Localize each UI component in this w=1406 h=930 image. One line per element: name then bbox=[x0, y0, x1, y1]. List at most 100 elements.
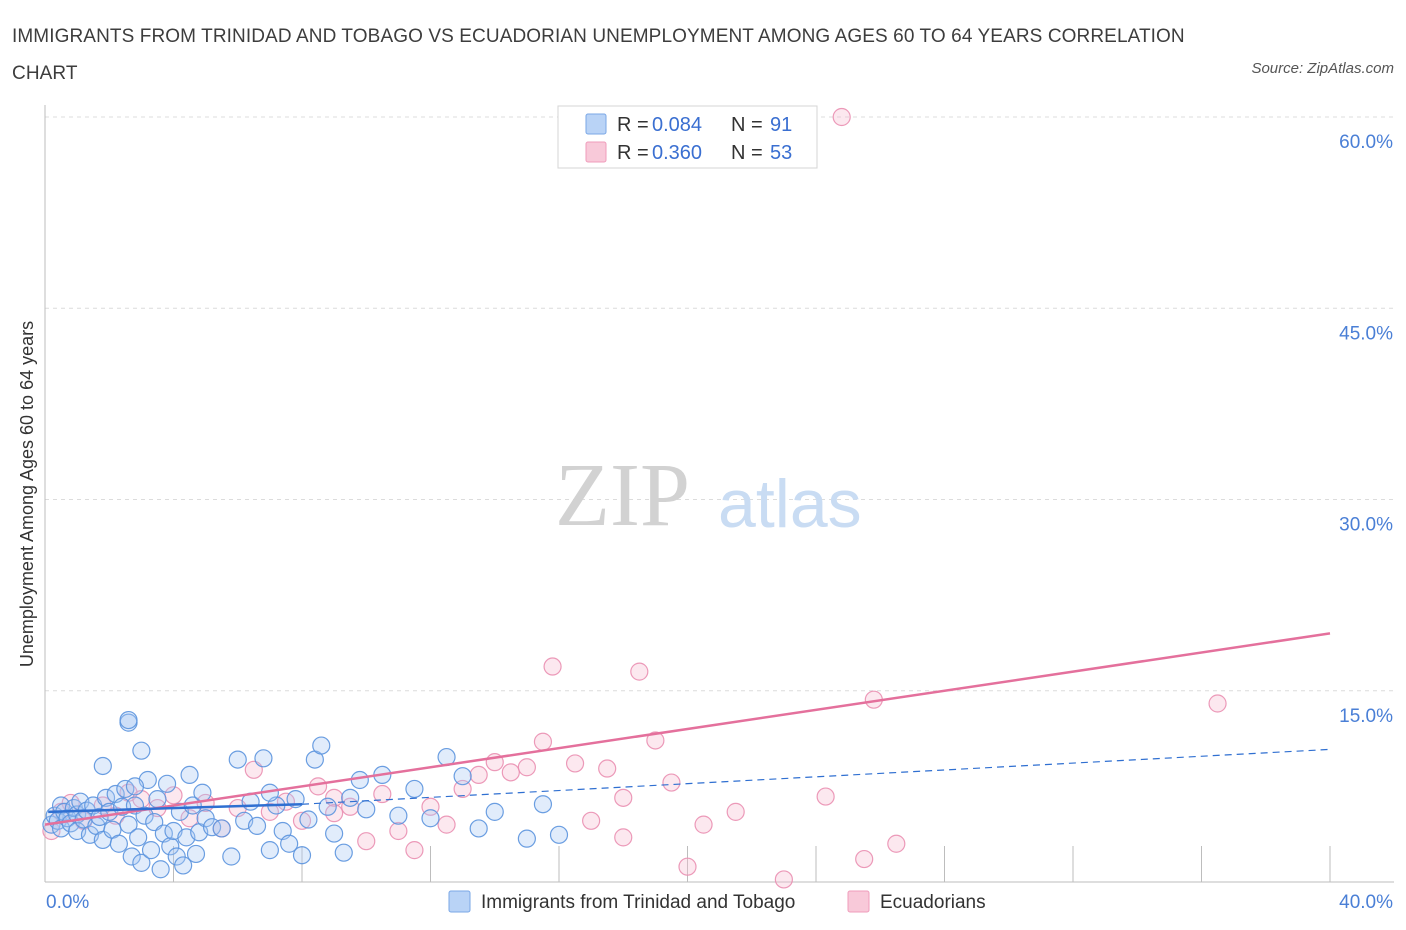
chart-source: Source: ZipAtlas.com bbox=[1251, 60, 1394, 77]
chart-title: IMMIGRANTS FROM TRINIDAD AND TOBAGO VS E… bbox=[12, 26, 1185, 84]
trinidad-point-38 bbox=[157, 774, 177, 793]
trinidad-point-47 bbox=[186, 844, 206, 864]
bottom-legend-label-blue: Immigrants from Trinidad and Tobago bbox=[481, 892, 795, 913]
trinidad-point-74 bbox=[325, 824, 344, 843]
trinidad-point-57 bbox=[212, 819, 231, 838]
trinidad-point-86 bbox=[485, 802, 504, 821]
legend-r-value-2: 0.360 bbox=[652, 142, 702, 164]
trinidad-point-26 bbox=[119, 815, 138, 834]
legend-r-label-1: R = bbox=[617, 114, 649, 136]
trinidad-point-35 bbox=[148, 790, 167, 809]
ecuadorians-point-39 bbox=[646, 731, 665, 750]
ecuadorians-point-28 bbox=[469, 765, 488, 785]
trinidad-points bbox=[42, 710, 569, 879]
trinidad-point-81 bbox=[405, 779, 424, 799]
trinidad-point-72 bbox=[312, 736, 331, 755]
legend-n-label-1: N = bbox=[731, 114, 763, 136]
trinidad-point-29 bbox=[129, 828, 148, 847]
trinidad-point-75 bbox=[334, 843, 353, 862]
trinidad-point-89 bbox=[549, 825, 569, 844]
trinidad-point-54 bbox=[193, 783, 212, 802]
ecuadorians-point-49 bbox=[832, 107, 851, 127]
trinidad-point-63 bbox=[254, 749, 273, 768]
trinidad-point-88 bbox=[533, 795, 553, 814]
trinidad-point-76 bbox=[341, 788, 360, 807]
trend-lines bbox=[44, 632, 1331, 826]
x-tick-labels: 0.0% 40.0% bbox=[46, 892, 1393, 913]
ecuadorians-point-33 bbox=[543, 657, 562, 676]
ecuadorians-point-38 bbox=[630, 662, 649, 681]
bottom-legend-swatch-blue bbox=[448, 890, 471, 913]
ecuadorians-point-31 bbox=[517, 758, 536, 777]
legend-r-label-2: R = bbox=[617, 142, 649, 164]
ecuadorians-trend-line bbox=[44, 632, 1331, 826]
trinidad-point-64 bbox=[260, 841, 279, 860]
y-axis-label: Unemployment Among Ages 60 to 64 years bbox=[17, 321, 37, 667]
grid-lines bbox=[45, 116, 1394, 692]
ecuadorians-point-36 bbox=[598, 759, 617, 778]
watermark-zip: ZIP bbox=[555, 446, 690, 545]
ecuadorians-point-41 bbox=[678, 857, 697, 876]
trinidad-point-30 bbox=[132, 853, 151, 872]
ecuadorians-point-24 bbox=[405, 841, 424, 860]
trinidad-point-41 bbox=[167, 847, 186, 866]
trinidad-point-36 bbox=[151, 860, 170, 879]
trinidad-point-23 bbox=[109, 834, 128, 853]
trinidad-point-56 bbox=[202, 818, 222, 837]
ecuadorians-point-34 bbox=[565, 754, 585, 773]
trinidad-point-69 bbox=[292, 846, 312, 865]
ecuadorians-point-22 bbox=[373, 784, 392, 804]
trinidad-point-43 bbox=[174, 856, 193, 875]
ecuadorians-point-30 bbox=[501, 763, 520, 782]
trinidad-point-51 bbox=[132, 741, 151, 760]
ecuadorians-point-35 bbox=[582, 811, 601, 830]
trinidad-point-27 bbox=[122, 847, 141, 866]
trinidad-point-59 bbox=[228, 750, 247, 769]
trinidad-point-80 bbox=[389, 806, 408, 825]
trinidad-point-84 bbox=[453, 767, 472, 786]
trinidad-point-55 bbox=[196, 809, 215, 828]
ecuadorians-point-46 bbox=[855, 849, 874, 869]
legend-n-value-2: 53 bbox=[770, 142, 792, 164]
watermark-atlas: atlas bbox=[718, 466, 862, 542]
y-tick-labels: 15.0% 30.0% 45.0% 60.0% bbox=[1339, 132, 1393, 727]
trinidad-point-77 bbox=[350, 770, 369, 790]
trinidad-point-52 bbox=[93, 756, 112, 776]
y-tick-label-3: 60.0% bbox=[1339, 132, 1393, 153]
trinidad-point-85 bbox=[469, 819, 488, 838]
ecuadorians-point-21 bbox=[357, 832, 376, 851]
y-tick-label-1: 30.0% bbox=[1339, 515, 1393, 536]
trinidad-trend-line-dashed bbox=[301, 748, 1331, 805]
ecuadorians-point-26 bbox=[437, 815, 456, 834]
trinidad-point-50 bbox=[119, 710, 138, 730]
bottom-legend-label-pink: Ecuadorians bbox=[880, 892, 986, 913]
x-tick-label-0: 0.0% bbox=[46, 892, 89, 913]
trinidad-point-70 bbox=[299, 810, 318, 829]
legend-r-value-1: 0.084 bbox=[652, 114, 702, 136]
ecuadorians-point-43 bbox=[726, 802, 745, 821]
trinidad-point-78 bbox=[357, 800, 376, 819]
legend-n-label-2: N = bbox=[731, 142, 763, 164]
x-tick-label-1: 40.0% bbox=[1339, 892, 1393, 913]
ecuadorians-point-32 bbox=[533, 732, 553, 751]
ecuadorians-point-51 bbox=[614, 828, 633, 847]
ecuadorians-point-44 bbox=[774, 870, 793, 889]
legend-n-value-1: 91 bbox=[770, 114, 792, 136]
ecuadorians-point-23 bbox=[389, 821, 408, 841]
trinidad-point-33 bbox=[141, 841, 161, 860]
legend-swatch-pink bbox=[585, 141, 607, 163]
legend-swatch-blue bbox=[585, 113, 607, 135]
ecuadorians-point-27 bbox=[453, 779, 472, 799]
ecuadorians-point-50 bbox=[1208, 694, 1227, 713]
ecuadorians-point-45 bbox=[816, 787, 835, 806]
trinidad-trend-line-solid bbox=[48, 802, 303, 814]
trinidad-point-19 bbox=[96, 788, 116, 807]
trinidad-point-45 bbox=[180, 765, 199, 785]
trinidad-point-87 bbox=[517, 829, 536, 848]
trinidad-point-58 bbox=[222, 847, 241, 866]
ecuadorians-point-48 bbox=[887, 834, 906, 853]
trinidad-point-82 bbox=[421, 809, 440, 828]
trinidad-point-53 bbox=[125, 777, 145, 796]
trinidad-point-62 bbox=[247, 816, 267, 836]
